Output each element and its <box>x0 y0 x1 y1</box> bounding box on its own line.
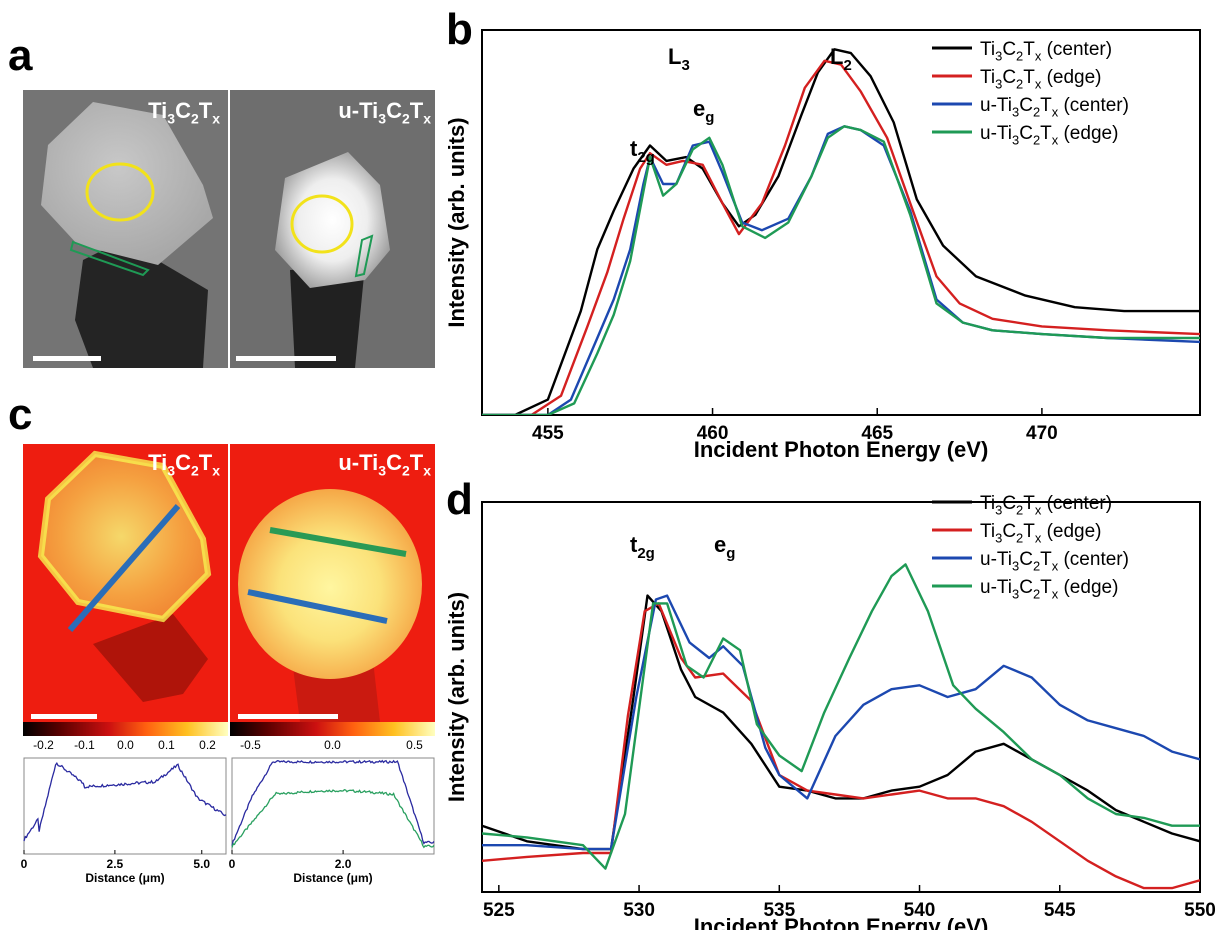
profile-curve <box>231 789 435 849</box>
colorbar-tick-label: -0.1 <box>74 738 95 752</box>
profile-tick-label: 0 <box>229 857 236 871</box>
region-of-interest-circle <box>85 162 155 222</box>
x-tick-label: 455 <box>532 423 564 444</box>
micrograph-right-title: u-Ti3C2Tx <box>338 98 431 127</box>
legend-entry: u-Ti3C2Tx (center) <box>980 95 1129 119</box>
profile-tick-label: 0 <box>21 857 28 871</box>
x-tick-label: 460 <box>697 423 729 444</box>
panel-label-d: d <box>446 475 473 524</box>
profile-line-blue <box>247 589 388 624</box>
x-tick-label: 535 <box>763 900 795 921</box>
map-left-image <box>23 444 228 722</box>
profile-tick-label: 5.0 <box>193 857 210 871</box>
panel-label-a: a <box>8 31 33 80</box>
legend-entry: Ti3C2Tx (edge) <box>980 67 1102 91</box>
profile-curve <box>231 759 435 846</box>
annotation-label: t2g <box>630 532 655 562</box>
micrograph-left-image <box>23 90 228 368</box>
profile-xlabel: Distance (μm) <box>293 871 372 885</box>
x-tick-label: 525 <box>483 900 515 921</box>
scale-bar <box>33 356 101 361</box>
legend-entry: Ti3C2Tx (center) <box>980 493 1112 517</box>
profile-line-green <box>269 527 407 557</box>
micrograph-left: Ti3C2Tx <box>23 90 228 368</box>
legend-entry: u-Ti3C2Tx (center) <box>980 549 1129 573</box>
legend-entry: Ti3C2Tx (edge) <box>980 521 1102 545</box>
x-tick-label: 545 <box>1044 900 1076 921</box>
annotation-label: L2 <box>830 44 852 74</box>
series-line <box>482 59 1200 415</box>
map-right: u-Ti3C2Tx <box>230 444 435 722</box>
colorbar-tick-label: -0.2 <box>33 738 54 752</box>
scale-bar <box>236 356 336 361</box>
annotation-label: L3 <box>668 44 690 74</box>
series-line <box>482 48 1200 415</box>
legend-entry: u-Ti3C2Tx (edge) <box>980 577 1118 601</box>
plot-frame <box>481 29 1201 416</box>
colorbar-left <box>23 722 228 736</box>
region-of-interest-circle <box>290 194 354 254</box>
x-tick-label: 550 <box>1184 900 1216 921</box>
x-tick-label: 465 <box>861 423 893 444</box>
map-left: Ti3C2Tx <box>23 444 228 722</box>
annotation-label: t2g <box>630 136 655 166</box>
profile-frame <box>23 757 227 855</box>
micrograph-right-image <box>230 90 435 368</box>
legend-entry: u-Ti3C2Tx (edge) <box>980 123 1118 147</box>
x-tick-label: 470 <box>1026 423 1058 444</box>
x-tick-label: 530 <box>623 900 655 921</box>
annotation-label: eg <box>693 96 714 126</box>
series-line <box>482 125 1200 415</box>
profile-tick-label: 2.0 <box>335 857 352 871</box>
scale-bar <box>31 714 97 719</box>
panel-label-c: c <box>8 390 33 439</box>
xas-chart-ti-edge: 455 460 465 470 Incident Photon Energy (eV) I… <box>444 29 1201 462</box>
series-line <box>482 594 1200 851</box>
scale-bar <box>238 714 338 719</box>
annotation-label: eg <box>714 532 735 562</box>
x-axis-label: Incident Photon Energy (eV) <box>694 914 989 930</box>
panel-label-b: b <box>446 5 473 54</box>
colorbar-tick-label: 0.5 <box>406 738 423 752</box>
xas-chart-o-edge: 525 530 535 540 545 550 Incident Photon Energy… <box>444 493 1216 930</box>
map-right-title: u-Ti3C2Tx <box>338 450 431 479</box>
colorbar-tick-label: 0.0 <box>324 738 341 752</box>
map-left-title: Ti3C2Tx <box>148 450 220 479</box>
colorbar-tick-label: 0.0 <box>117 738 134 752</box>
legend-entry: Ti3C2Tx (center) <box>980 39 1112 63</box>
profile-frame <box>231 757 435 855</box>
profile-line <box>67 504 181 632</box>
edge-region-marker <box>354 234 374 278</box>
profile-plot-left: 0 2.5 5.0 Distance (μm) <box>21 757 227 885</box>
edge-region-marker <box>69 240 150 277</box>
profile-xlabel: Distance (μm) <box>85 871 164 885</box>
map-right-image <box>230 444 435 722</box>
profile-tick-label: 2.5 <box>107 857 124 871</box>
colorbar-tick-label: -0.5 <box>240 738 261 752</box>
x-tick-label: 540 <box>904 900 936 921</box>
profile-curve <box>23 761 227 842</box>
series-line <box>482 563 1200 870</box>
colorbar-tick-label: 0.2 <box>199 738 216 752</box>
series-line <box>482 125 1200 415</box>
x-axis-label: Incident Photon Energy (eV) <box>694 437 989 462</box>
colorbar-tick-label: 0.1 <box>158 738 175 752</box>
plot-frame <box>481 501 1201 893</box>
series-line <box>482 602 1200 890</box>
y-axis-label: Intensity (arb. units) <box>444 592 469 802</box>
colorbar-right <box>230 722 435 736</box>
micrograph-left-title: Ti3C2Tx <box>148 98 220 127</box>
y-axis-label: Intensity (arb. units) <box>444 117 469 327</box>
series-line <box>482 594 1200 851</box>
micrograph-right: u-Ti3C2Tx <box>230 90 435 368</box>
